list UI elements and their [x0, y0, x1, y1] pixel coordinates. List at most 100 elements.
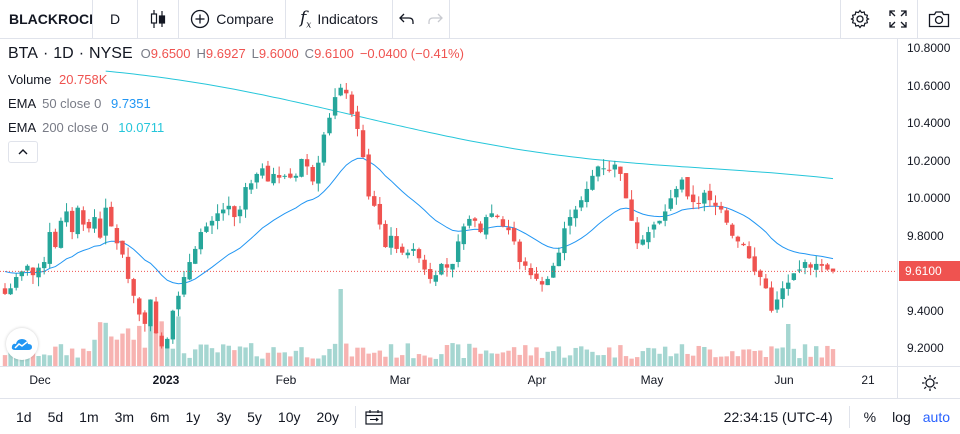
- undo-button[interactable]: [393, 0, 421, 38]
- percent-toggle[interactable]: %: [863, 408, 877, 425]
- range-button-20y[interactable]: 20y: [316, 408, 340, 425]
- range-button-10y[interactable]: 10y: [277, 408, 301, 425]
- candle: [355, 111, 360, 129]
- candle: [416, 249, 422, 259]
- candle: [366, 154, 371, 197]
- chart-type-button[interactable]: [138, 0, 178, 38]
- candle: [556, 252, 562, 267]
- candle: [786, 282, 791, 289]
- undo-icon: [399, 13, 414, 24]
- candle: [109, 206, 114, 227]
- candle: [780, 288, 785, 300]
- candle: [595, 166, 601, 177]
- volume-bar: [344, 343, 349, 367]
- candle: [814, 263, 819, 270]
- volume-bar: [411, 358, 416, 367]
- legend-ticker[interactable]: BTA: [8, 45, 38, 62]
- divider: [92, 0, 93, 38]
- candle: [741, 243, 746, 246]
- cloud-logo-icon: [11, 339, 33, 350]
- candle: [623, 173, 629, 199]
- candle: [730, 224, 735, 236]
- collapse-legend-button[interactable]: [8, 141, 38, 163]
- candle: [646, 232, 651, 243]
- volume-bar: [472, 347, 478, 367]
- volume-bar: [780, 347, 785, 367]
- candle: [400, 246, 405, 253]
- settings-button[interactable]: [841, 0, 879, 38]
- range-button-5y[interactable]: 5y: [247, 408, 262, 425]
- volume-bar: [646, 347, 651, 367]
- screenshot-button[interactable]: [918, 0, 960, 38]
- ema200-legend[interactable]: EMA 200 close 0 10.0711: [8, 120, 164, 135]
- function-icon: fx: [299, 7, 312, 31]
- range-button-1d[interactable]: 1d: [16, 408, 32, 425]
- candle: [690, 194, 696, 203]
- candle: [607, 169, 612, 171]
- compare-button[interactable]: Compare: [179, 0, 285, 38]
- range-button-6m[interactable]: 6m: [150, 408, 170, 425]
- volume-bar: [232, 350, 237, 367]
- candle: [808, 264, 813, 268]
- redo-icon: [428, 13, 443, 24]
- calendar-range-icon: [365, 409, 383, 425]
- date-range-button[interactable]: [356, 409, 392, 425]
- price-tick-label: 10.0000: [907, 191, 951, 206]
- price-chart[interactable]: [0, 39, 960, 367]
- low-label: L: [251, 46, 259, 61]
- candle: [634, 222, 640, 244]
- redo-button[interactable]: [421, 0, 449, 38]
- price-axis[interactable]: 10.8000 10.6000 10.4000 10.2000 10.0000 9.800…: [897, 39, 960, 367]
- volume-bar: [187, 357, 192, 367]
- range-button-3m[interactable]: 3m: [114, 408, 135, 425]
- candle: [215, 213, 220, 222]
- clock[interactable]: 22:34:15 (UTC-4): [723, 408, 833, 425]
- volume-bar: [75, 357, 80, 367]
- volume-bar: [567, 355, 573, 367]
- candle: [181, 277, 187, 295]
- volume-bar: [595, 355, 601, 367]
- volume-bar: [746, 349, 752, 367]
- candle: [226, 205, 231, 210]
- candle: [657, 220, 662, 224]
- volume-bar: [142, 347, 148, 367]
- indicators-button[interactable]: fx Indicators: [286, 0, 392, 38]
- logo-button[interactable]: [6, 328, 38, 360]
- range-button-5d[interactable]: 5d: [47, 408, 64, 425]
- auto-toggle[interactable]: auto: [922, 408, 950, 425]
- volume-bar: [702, 346, 707, 367]
- legend-interval: 1D: [53, 45, 74, 62]
- divider: [285, 0, 286, 38]
- range-button-3y[interactable]: 3y: [216, 408, 232, 425]
- symbol-search[interactable]: BLACKROCK: [9, 11, 92, 27]
- open-label: O: [140, 46, 151, 61]
- axis-settings-button[interactable]: [897, 366, 960, 398]
- bottom-toolbar: 1d 5d 1m 3m 6m 1y 3y 5y 10y 20y 22:34:15 (UTC-4) …: [0, 398, 960, 434]
- fullscreen-button[interactable]: [879, 0, 917, 38]
- range-button-1m[interactable]: 1m: [79, 408, 99, 425]
- candle: [47, 232, 52, 264]
- interval-button[interactable]: D: [109, 11, 121, 27]
- candle: [153, 301, 159, 334]
- volume-bar: [293, 350, 299, 367]
- log-toggle[interactable]: log: [892, 408, 911, 425]
- candle: [97, 218, 103, 238]
- ema50-legend[interactable]: EMA 50 close 0 9.7351: [8, 96, 151, 111]
- volume-legend[interactable]: Volume 20.758K: [8, 72, 107, 87]
- volume-bar: [539, 357, 545, 367]
- volume-bar: [383, 356, 388, 367]
- indicators-label: Indicators: [317, 11, 379, 27]
- volume-bar: [730, 351, 735, 367]
- volume-bar: [19, 355, 24, 367]
- candle: [662, 211, 668, 221]
- volume-bar: [511, 347, 517, 367]
- candle: [411, 248, 416, 251]
- volume-bar: [220, 344, 226, 367]
- volume-bar: [657, 353, 662, 367]
- candle: [276, 175, 282, 178]
- candle: [209, 220, 215, 226]
- candle: [685, 177, 690, 197]
- time-axis[interactable]: Dec 2023 Feb Mar Apr May Jun 21: [0, 366, 897, 398]
- candle: [187, 262, 192, 280]
- range-button-1y[interactable]: 1y: [185, 408, 201, 425]
